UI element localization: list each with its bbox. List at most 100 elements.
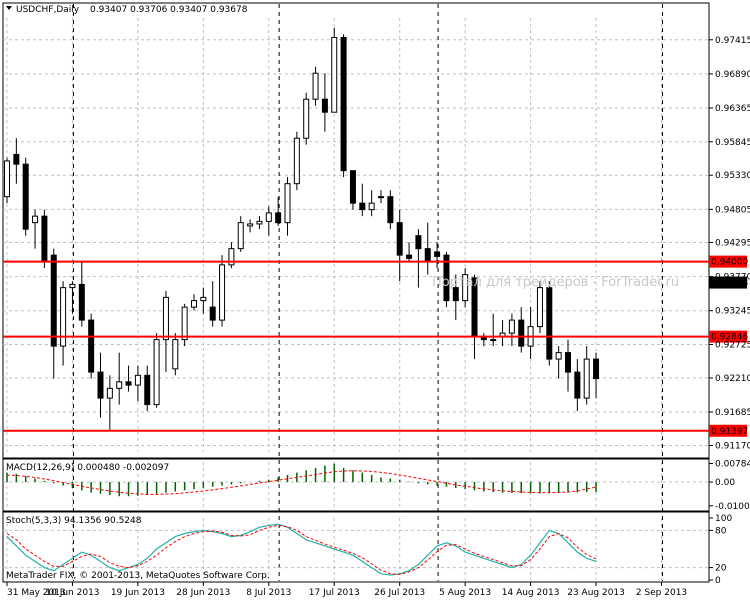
symbol-label: USDCHF,Daily: [16, 5, 80, 15]
price-tick-label: 0.97415: [715, 36, 750, 46]
macd-tick-label: -0.010072: [715, 502, 750, 512]
candle-bull: [32, 215, 39, 224]
candle-bear: [22, 163, 29, 230]
watermark-text: Портал для трейдеров - ForTrader.ru: [432, 275, 679, 290]
price-tick-label: 0.93245: [715, 307, 750, 317]
stoch-panel-frame: [2, 511, 710, 583]
candle-bear: [387, 196, 394, 224]
level-label-box: [709, 255, 747, 268]
stoch-signal-line: [6, 524, 597, 575]
candle-bear: [443, 254, 450, 302]
candles-layer: [4, 27, 600, 431]
level-label: 0.94000: [711, 258, 748, 268]
candle-bull: [555, 352, 562, 360]
time-tick-label: 5 Aug 2013: [439, 588, 491, 598]
candle-bear: [13, 153, 20, 165]
current-price-label: 0.93678: [711, 279, 748, 289]
candle-bull: [4, 160, 10, 198]
price-tick-label: 0.94805: [715, 205, 750, 215]
candle-bear: [359, 202, 366, 211]
candle-bear: [518, 319, 525, 347]
candle-bear: [125, 381, 132, 386]
candle-bull: [181, 306, 188, 341]
level-label: 0.91397: [711, 427, 748, 437]
horizontal-levels: 0.94000 0.92846 0.91397 0.93678: [3, 255, 748, 437]
candle-bear: [424, 248, 431, 263]
price-tick-label: 0.93770: [715, 273, 750, 283]
price-tick-label: 0.95330: [715, 171, 750, 181]
candle-bear: [406, 254, 413, 259]
time-tick-label: 23 Aug 2013: [567, 588, 625, 598]
candle-bull: [69, 283, 76, 289]
price-y-axis: 0.97415 0.96890 0.96365 0.95845 0.95330 0.948…: [709, 36, 750, 452]
candle-bull: [106, 387, 113, 399]
candle-bull: [490, 339, 497, 342]
price-tick-label: 0.92210: [715, 374, 750, 384]
macd-panel: 0.007845 0.00 -0.010072: [3, 460, 750, 512]
candle-bear: [415, 235, 422, 250]
time-tick-label: 31 May 2013: [7, 588, 66, 598]
candle-bull: [162, 296, 169, 341]
macd-panel-frame: [2, 458, 710, 512]
candle-bull: [116, 381, 123, 389]
candle-bull: [536, 287, 543, 328]
candle-bear: [396, 222, 403, 256]
candle-bull: [265, 212, 272, 222]
candle-bear: [144, 374, 151, 406]
price-tick-label: 0.95845: [715, 138, 750, 148]
macd-signal-line: [6, 470, 597, 495]
level-label-box: [709, 330, 747, 343]
price-tick-label: 0.94295: [715, 238, 750, 248]
candle-bull: [60, 287, 67, 347]
level-label-box: [709, 424, 747, 437]
grid-layer: [3, 18, 709, 580]
price-tick-label: 0.96365: [715, 104, 750, 114]
stoch-tick-label: 80: [715, 526, 727, 536]
candle-bear: [349, 170, 356, 204]
time-tick-label: 14 Aug 2013: [502, 588, 560, 598]
stoch-label: Stoch(5,3,3) 94.1356 90.5248: [6, 516, 142, 526]
candle-bull: [172, 339, 179, 370]
candle-bear: [275, 212, 282, 224]
ohlc-label: 0.93407 0.93706 0.93407 0.93678: [90, 5, 248, 15]
price-tick-label: 0.91685: [715, 408, 750, 418]
candle-bull: [284, 183, 291, 224]
stoch-tick-label: 0: [715, 576, 721, 586]
candle-bull: [191, 300, 197, 308]
candle-bear: [209, 306, 216, 321]
candle-bear: [593, 358, 600, 380]
macd-tick-label: 0.007845: [715, 460, 750, 470]
candle-bull: [134, 374, 141, 386]
candle-bull: [331, 36, 338, 113]
macd-label: MACD(12,26,9) 0.000480 -0.002097: [6, 463, 169, 473]
candle-bear: [565, 352, 571, 373]
candle-bear: [546, 287, 553, 360]
candle-bear: [88, 319, 95, 373]
candle-bear: [574, 371, 581, 399]
candle-bull: [256, 220, 263, 225]
candle-bull: [312, 72, 319, 100]
candle-bear: [50, 254, 57, 347]
price-tick-label: 0.96890: [715, 70, 750, 80]
candle-bull: [153, 339, 160, 406]
candle-bull: [508, 319, 515, 334]
stoch-tick-label: 100: [715, 514, 732, 524]
candle-bear: [78, 283, 85, 321]
candle-bear: [452, 287, 459, 302]
time-tick-label: 2 Sep 2013: [636, 588, 687, 598]
copyright-text: MetaTrader FIX, © 2001-2013, MetaQuotes …: [6, 571, 270, 581]
time-tick-label: 19 Jun 2013: [111, 588, 165, 598]
candle-bear: [340, 36, 347, 172]
candle-bear: [321, 98, 328, 113]
time-tick-label: 28 Jun 2013: [176, 588, 230, 598]
candle-bull: [219, 264, 226, 321]
candle-bull: [247, 223, 254, 227]
stochastic-panel: 100 80 20 0: [3, 514, 732, 586]
collapse-triangle-icon[interactable]: [6, 6, 12, 10]
time-tick-label: 26 Jul 2013: [374, 588, 425, 598]
candle-bull: [293, 137, 300, 185]
macd-tick-label: 0.00: [715, 478, 735, 488]
